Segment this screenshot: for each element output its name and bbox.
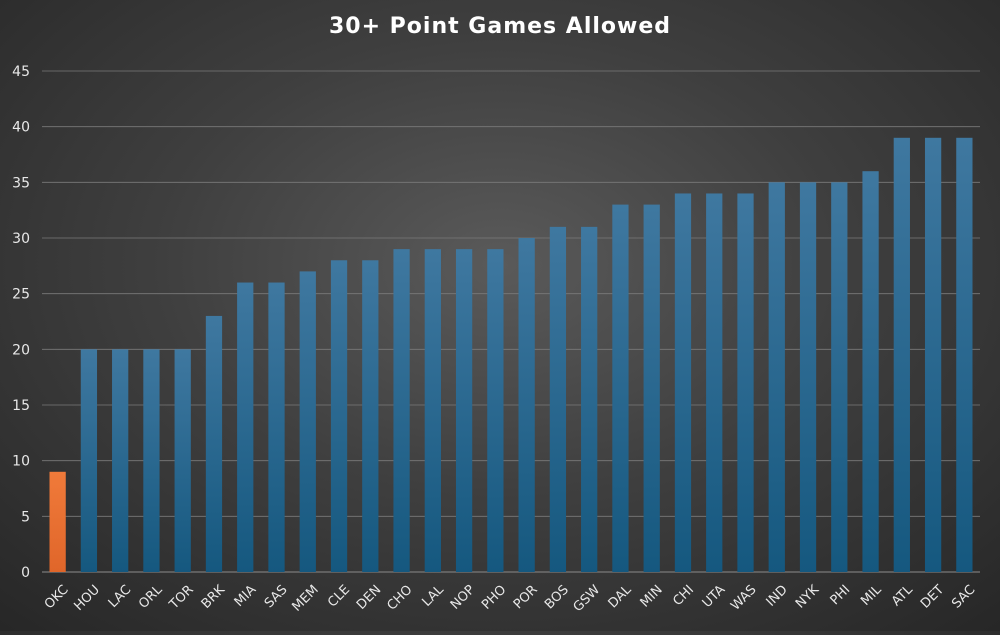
x-tick-label: SAS (262, 582, 291, 611)
bar-cle (330, 260, 348, 572)
x-tick-label: TOR (166, 582, 197, 613)
y-tick-label: 45 (12, 64, 30, 80)
x-tick-label: GSW (571, 582, 604, 615)
x-tick-label: DEN (354, 582, 384, 612)
y-tick-label: 25 (12, 287, 30, 303)
bar-det (924, 137, 942, 573)
x-tick-label: DET (918, 582, 947, 611)
bar-sac (956, 137, 973, 573)
y-tick-label: 40 (12, 120, 30, 136)
bar-brk (205, 315, 223, 572)
bar-chi (674, 193, 692, 572)
bar-was (737, 193, 754, 572)
bar-hou (80, 349, 98, 572)
x-tick-label: MIA (232, 582, 260, 610)
bar-den (362, 260, 379, 572)
gridlines (42, 70, 980, 573)
bar-bos (549, 226, 567, 572)
y-tick-label: 20 (12, 342, 30, 358)
x-tick-label: CHO (384, 582, 415, 613)
x-tick-label: NOP (448, 582, 478, 612)
bar-nyk (799, 182, 817, 573)
x-tick-label: NYK (793, 582, 822, 611)
bar-mem (299, 271, 316, 572)
x-tick-label: LAL (420, 582, 448, 610)
x-tick-label: SAC (949, 582, 978, 611)
x-tick-label: MIL (858, 582, 885, 609)
x-tick-label: LAC (106, 582, 134, 610)
bar-min (643, 204, 660, 572)
y-tick-label: 5 (21, 509, 30, 525)
bar-pho (487, 249, 504, 572)
y-tick-label: 35 (12, 175, 30, 191)
y-tick-label: 30 (12, 231, 30, 247)
y-tick-label: 15 (12, 398, 30, 414)
x-tick-label: CLE (325, 582, 353, 610)
bar-sas (268, 282, 285, 572)
bar-lal (424, 249, 441, 572)
bar-cho (393, 249, 410, 572)
bar-lac (112, 349, 129, 572)
x-tick-label: PHI (828, 582, 854, 608)
bar-phi (831, 182, 848, 573)
bar-por (518, 238, 535, 572)
bars (49, 137, 973, 573)
x-tick-label: POR (511, 582, 541, 612)
x-tick-label: BRK (199, 582, 229, 612)
bar-ind (768, 182, 785, 573)
bar-mia (237, 282, 254, 572)
x-tick-label: PHO (479, 582, 509, 612)
x-tick-label: BOS (542, 582, 572, 612)
bar-orl (143, 349, 160, 572)
bar-atl (893, 137, 910, 573)
x-tick-label: MIN (638, 582, 666, 610)
bar-dal (612, 204, 629, 572)
bar-tor (174, 349, 191, 572)
x-tick-label: HOU (71, 582, 102, 613)
x-tick-label: ORL (136, 582, 166, 612)
x-tick-label: OKC (42, 582, 72, 612)
x-tick-label: IND (764, 582, 791, 609)
x-tick-label: MEM (290, 582, 322, 614)
x-tick-label: UTA (700, 582, 729, 611)
bar-uta (706, 193, 723, 572)
bar-okc (49, 471, 66, 572)
bar-nop (455, 249, 473, 572)
x-tick-label: ATL (889, 582, 916, 609)
x-tick-label: DAL (606, 582, 635, 611)
bar-gsw (581, 226, 598, 572)
y-tick-label: 10 (12, 454, 30, 470)
x-tick-label: CHI (670, 582, 697, 609)
y-axis-tick-labels: 0 5 10 15 20 25 30 35 40 45 (12, 64, 30, 581)
bar-mil (862, 171, 879, 572)
y-tick-label: 0 (21, 565, 30, 581)
chart-title: 30+ Point Games Allowed (328, 14, 672, 39)
x-tick-label: WAS (728, 582, 759, 613)
